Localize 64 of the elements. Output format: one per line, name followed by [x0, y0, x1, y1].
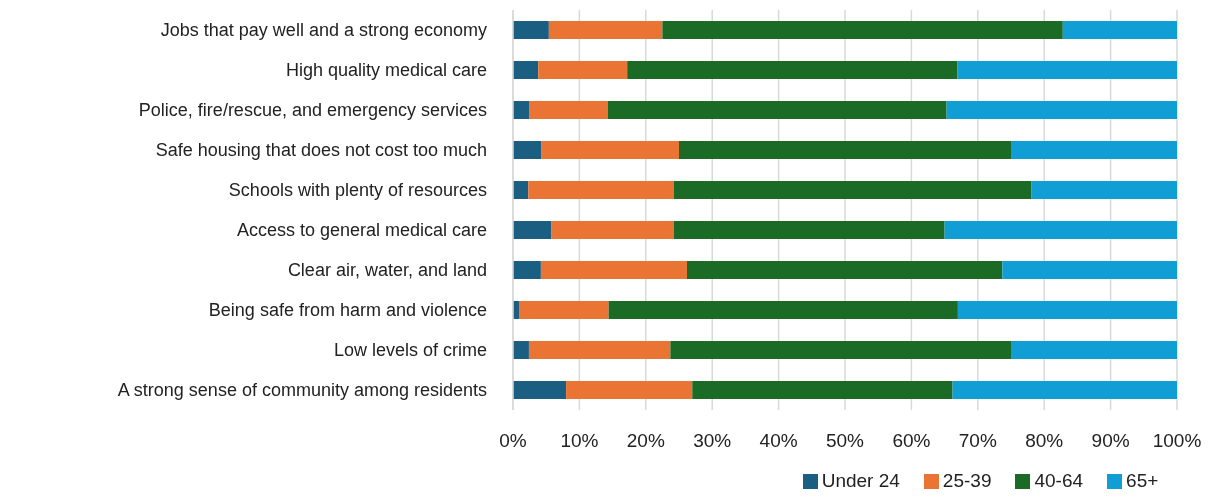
bar [513, 341, 529, 359]
bar [528, 181, 674, 199]
bar [551, 221, 674, 239]
y-tick-label: Jobs that pay well and a strong economy [160, 20, 487, 41]
bar [673, 181, 1032, 199]
x-tick-label: 20% [626, 430, 665, 452]
legend-label: 25-39 [942, 470, 992, 491]
x-tick-label: 100% [1152, 430, 1202, 452]
bar [513, 101, 530, 119]
bar [513, 181, 529, 199]
bar [607, 101, 947, 119]
y-tick-label: High quality medical care [285, 60, 487, 81]
y-tick-label: A strong sense of community among residents [117, 380, 487, 401]
bar [541, 141, 679, 159]
bar [566, 381, 693, 399]
bar [957, 301, 1177, 319]
bar [679, 141, 1011, 159]
x-tick-label: 70% [958, 430, 997, 452]
y-tick-label: Police, fire/rescue, and emergency services [138, 100, 487, 121]
bar [529, 101, 608, 119]
bar [513, 141, 542, 159]
x-tick-label: 80% [1025, 430, 1064, 452]
bar [513, 261, 541, 279]
bar [673, 221, 945, 239]
bar [952, 381, 1177, 399]
bar [513, 221, 552, 239]
bar [662, 21, 1063, 39]
legend-label: 65+ [1126, 470, 1159, 491]
x-tick-label: 60% [892, 430, 931, 452]
y-tick-label: Being safe from harm and violence [208, 300, 487, 321]
bar [540, 261, 687, 279]
x-tick-label: 30% [693, 430, 732, 452]
bar [957, 61, 1177, 79]
legend-label: Under 24 [821, 470, 900, 491]
x-tick-label: 0% [499, 430, 527, 452]
bar [538, 61, 628, 79]
bar [1031, 181, 1177, 199]
legend-label: 40-64 [1034, 470, 1084, 491]
bar [513, 61, 539, 79]
x-tick-label: 50% [825, 430, 865, 452]
y-tick-label: Low levels of crime [333, 340, 487, 361]
bar [608, 301, 958, 319]
y-tick-label: Safe housing that does not cost too much [155, 140, 487, 161]
y-tick-label: Clear air, water, and land [287, 260, 487, 281]
x-tick-label: 90% [1091, 430, 1130, 452]
bar [1002, 261, 1177, 279]
x-tick-label: 40% [759, 430, 798, 452]
bar [686, 261, 1003, 279]
bar [513, 381, 567, 399]
bar [1011, 141, 1177, 159]
bar [692, 381, 953, 399]
bar [670, 341, 1011, 359]
bar [513, 21, 549, 39]
x-tick-label: 10% [560, 430, 599, 452]
y-tick-label: Schools with plenty of resources [228, 180, 487, 201]
bar [1062, 21, 1177, 39]
bar [946, 101, 1177, 119]
bar [627, 61, 958, 79]
y-tick-label: Access to general medical care [236, 220, 487, 241]
bar [944, 221, 1177, 239]
bar [548, 21, 663, 39]
bar [518, 301, 609, 319]
bar [528, 341, 671, 359]
bar [1011, 341, 1177, 359]
